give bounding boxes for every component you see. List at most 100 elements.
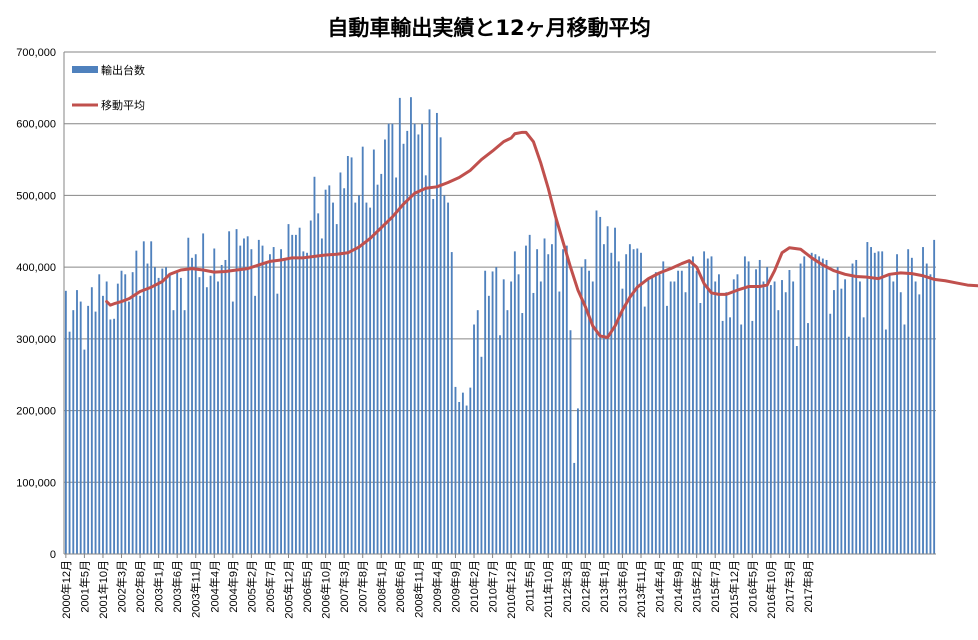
x-tick-label: 2014年9月	[671, 560, 685, 613]
bar	[636, 248, 639, 554]
bar	[391, 123, 394, 555]
bar	[294, 234, 297, 554]
bar	[718, 274, 720, 554]
bar	[113, 318, 116, 554]
bar	[558, 291, 561, 554]
bar	[217, 281, 219, 554]
bar	[614, 227, 616, 554]
bar	[276, 293, 279, 554]
x-tick-label: 2006年5月	[300, 560, 314, 613]
bar	[261, 245, 264, 554]
y-tick-label: 400,000	[16, 262, 56, 274]
bar	[495, 267, 498, 554]
bar	[851, 263, 854, 554]
x-tick-label: 2008年11月	[411, 560, 425, 618]
x-tick-label: 2003年11月	[189, 560, 203, 618]
bar	[346, 155, 349, 555]
bar	[150, 241, 153, 554]
x-tick-label: 2013年1月	[597, 560, 611, 613]
bar	[625, 254, 628, 555]
bar	[402, 143, 405, 555]
bar	[536, 249, 539, 554]
bar	[476, 310, 479, 554]
bar	[591, 281, 594, 554]
bar	[480, 356, 483, 554]
bar	[231, 301, 234, 554]
bar	[884, 329, 887, 554]
x-tick-label: 2009年9月	[448, 560, 462, 613]
bar	[473, 324, 475, 554]
bar	[888, 274, 891, 554]
bar	[573, 462, 576, 554]
bar	[435, 112, 438, 555]
bar	[729, 317, 731, 554]
bar	[439, 137, 442, 554]
bar	[131, 272, 134, 554]
y-tick-label: 300,000	[16, 334, 56, 346]
x-tick-label: 2003年6月	[170, 560, 184, 613]
x-tick-label: 2006年10月	[319, 560, 333, 619]
x-tick-label: 2011年10月	[541, 560, 555, 618]
x-tick-label: 2016年10月	[764, 560, 778, 619]
bar	[491, 271, 494, 554]
bar	[265, 261, 268, 554]
x-tick-label: 2011年5月	[523, 560, 537, 612]
bar	[833, 290, 835, 554]
bar	[699, 303, 702, 554]
bar	[525, 245, 527, 554]
bar	[410, 97, 412, 555]
bar	[372, 149, 375, 554]
bar	[658, 274, 661, 554]
bar	[157, 277, 160, 554]
bar	[562, 249, 565, 554]
bar	[146, 263, 149, 554]
bar	[161, 268, 164, 554]
x-tick-label: 2007年8月	[356, 560, 370, 613]
bar	[877, 251, 880, 554]
bar	[721, 320, 724, 554]
bar	[654, 272, 657, 554]
bar	[358, 195, 360, 554]
bar	[513, 251, 516, 554]
bar	[183, 310, 186, 554]
bar	[202, 233, 205, 554]
bar	[910, 257, 913, 554]
bar	[135, 250, 138, 554]
bar	[287, 224, 290, 555]
bar	[580, 267, 583, 554]
bar	[792, 281, 795, 554]
bar	[291, 234, 294, 554]
bar	[395, 177, 398, 554]
bar	[339, 172, 342, 555]
bar	[142, 241, 145, 554]
bar	[547, 254, 550, 555]
bar	[76, 290, 78, 554]
bar	[257, 239, 260, 554]
bar	[105, 281, 108, 554]
bar	[413, 123, 416, 555]
x-tick-label: 2014年4月	[653, 560, 667, 613]
bar	[673, 281, 676, 554]
bar	[684, 292, 687, 554]
bar	[116, 283, 119, 554]
bar	[532, 292, 535, 554]
x-tick-label: 2010年7月	[486, 560, 500, 613]
x-tick-label: 2007年3月	[337, 560, 351, 613]
bar	[469, 387, 472, 554]
bar	[384, 139, 386, 555]
x-tick-label: 2003年1月	[152, 560, 166, 613]
bar	[465, 405, 468, 554]
bar	[810, 252, 813, 555]
bar	[447, 202, 449, 554]
y-tick-label: 700,000	[16, 47, 56, 59]
bar	[666, 305, 668, 554]
bar	[176, 272, 179, 554]
bar	[610, 252, 613, 555]
x-tick-label: 2017年3月	[782, 560, 796, 613]
bar	[198, 277, 201, 554]
bar	[406, 130, 409, 554]
bar	[662, 261, 665, 554]
bar	[918, 294, 921, 554]
bar	[380, 173, 383, 554]
bar	[283, 258, 286, 554]
